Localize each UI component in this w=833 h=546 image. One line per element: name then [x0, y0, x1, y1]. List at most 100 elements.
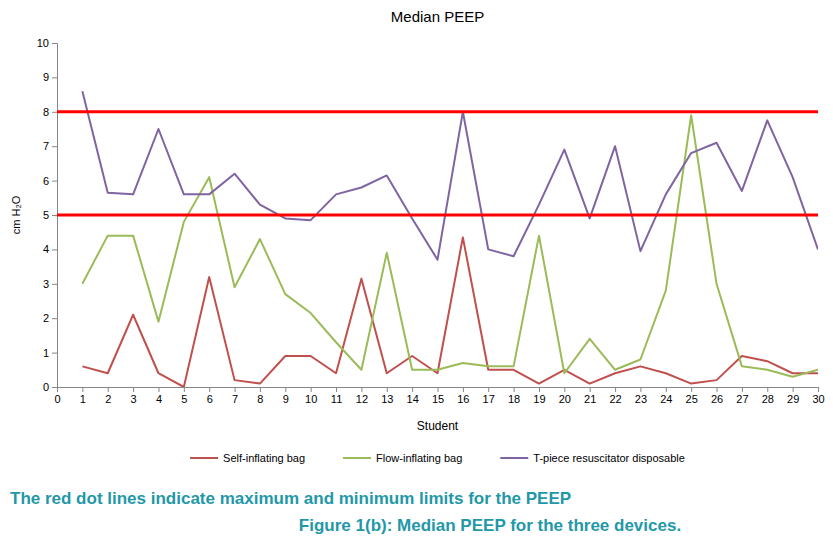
x-tick-mark: [666, 387, 667, 392]
x-tick-label: 2: [105, 393, 111, 405]
x-tick-label: 16: [457, 393, 469, 405]
y-tick-label: 9: [43, 71, 49, 83]
x-tick-mark: [793, 387, 794, 392]
y-tick-label: 7: [43, 140, 49, 152]
x-tick-label: 26: [711, 393, 723, 405]
x-tick: 26: [711, 387, 723, 405]
y-tick-mark: [52, 318, 57, 319]
y-tick-mark: [52, 112, 57, 113]
title: Median PEEP: [391, 8, 484, 25]
y-tick-mark: [52, 215, 57, 216]
x-tick-label: 25: [686, 393, 698, 405]
y-axis-title: cm H₂O: [10, 195, 22, 234]
y-tick-mark: [52, 387, 57, 388]
x-tick: 4: [156, 387, 162, 405]
x-tick: 8: [257, 387, 263, 405]
y-tick-mark: [52, 249, 57, 250]
x-tick: 28: [762, 387, 774, 405]
x-tick-mark: [235, 387, 236, 392]
x-tick-mark: [717, 387, 718, 392]
x-tick-mark: [767, 387, 768, 392]
legend-item: Flow-inflating bag: [343, 452, 462, 464]
x-tick-mark: [158, 387, 159, 392]
legend-swatch: [500, 457, 528, 459]
y-tick-label: 5: [43, 209, 49, 221]
x-tick-label: 19: [533, 393, 545, 405]
y-tick-mark: [52, 146, 57, 147]
x-tick-label: 29: [787, 393, 799, 405]
x-tick-mark: [742, 387, 743, 392]
x-tick-mark: [438, 387, 439, 392]
x-tick-label: 20: [559, 393, 571, 405]
x-tick: 21: [584, 387, 596, 405]
x-tick-mark: [615, 387, 616, 392]
series-line: [82, 237, 818, 387]
y-tick: 2: [43, 312, 57, 324]
y-tick-mark: [52, 181, 57, 182]
x-tick-mark: [311, 387, 312, 392]
chart: Median PEEP01234567891001234567891011121…: [0, 0, 833, 546]
legend-item: T-piece resuscitator disposable: [500, 452, 685, 464]
y-tick-label: 6: [43, 175, 49, 187]
x-tick: 19: [533, 387, 545, 405]
x-tick: 9: [283, 387, 289, 405]
x-tick: 12: [356, 387, 368, 405]
series-line: [82, 91, 818, 260]
x-tick: 10: [305, 387, 317, 405]
x-tick-label: 15: [432, 393, 444, 405]
legend-swatch: [343, 457, 371, 459]
x-tick-label: 3: [131, 393, 137, 405]
limit-line: [57, 214, 818, 217]
x-tick-label: 11: [331, 393, 342, 405]
x-tick-label: 13: [381, 393, 393, 405]
x-tick-mark: [514, 387, 515, 392]
x-tick: 11: [331, 387, 342, 405]
x-tick: 30: [812, 387, 824, 405]
x-tick-label: 12: [356, 393, 368, 405]
x-tick-label: 10: [305, 393, 317, 405]
plot-area: [57, 91, 818, 387]
x-tick: 25: [686, 387, 698, 405]
x-tick-mark: [412, 387, 413, 392]
legend-label: Flow-inflating bag: [376, 452, 462, 464]
x-tick: 24: [660, 387, 672, 405]
y-tick: 0: [43, 381, 57, 393]
x-tick-label: 24: [660, 393, 672, 405]
x-tick-mark: [590, 387, 591, 392]
y-tick: 9: [43, 71, 57, 83]
y-tick: 3: [43, 278, 57, 290]
figure-caption: Figure 1(b): Median PEEP for the three d…: [299, 516, 681, 535]
x-tick-mark: [133, 387, 134, 392]
x-tick-label: 23: [635, 393, 647, 405]
x-tick-mark: [285, 387, 286, 392]
y-axis: 012345678910: [37, 37, 58, 393]
x-tick-mark: [82, 387, 83, 392]
x-tick-mark: [184, 387, 185, 392]
x-tick: 0: [54, 387, 60, 405]
x-tick-mark: [387, 387, 388, 392]
legend-label: Self-inflating bag: [223, 452, 305, 464]
limit-line: [57, 110, 818, 113]
legend-label: T-piece resuscitator disposable: [533, 452, 685, 464]
x-tick-mark: [108, 387, 109, 392]
y-tick: 8: [43, 106, 57, 118]
x-tick-label: 22: [609, 393, 621, 405]
x-tick-label: 17: [483, 393, 495, 405]
y-tick-label: 8: [43, 106, 49, 118]
x-tick: 17: [483, 387, 495, 405]
x-tick: 5: [181, 387, 187, 405]
x-tick-mark: [209, 387, 210, 392]
x-tick-label: 28: [762, 393, 774, 405]
x-tick-mark: [260, 387, 261, 392]
x-axis-title: Student: [417, 419, 459, 433]
x-tick: 18: [508, 387, 520, 405]
x-tick: 13: [381, 387, 393, 405]
x-tick-mark: [488, 387, 489, 392]
x-tick: 7: [232, 387, 238, 405]
y-tick-label: 10: [37, 37, 49, 49]
x-tick: 27: [736, 387, 748, 405]
x-tick-mark: [564, 387, 565, 392]
x-tick-label: 7: [232, 393, 238, 405]
x-tick-label: 6: [207, 393, 213, 405]
x-tick-label: 18: [508, 393, 520, 405]
